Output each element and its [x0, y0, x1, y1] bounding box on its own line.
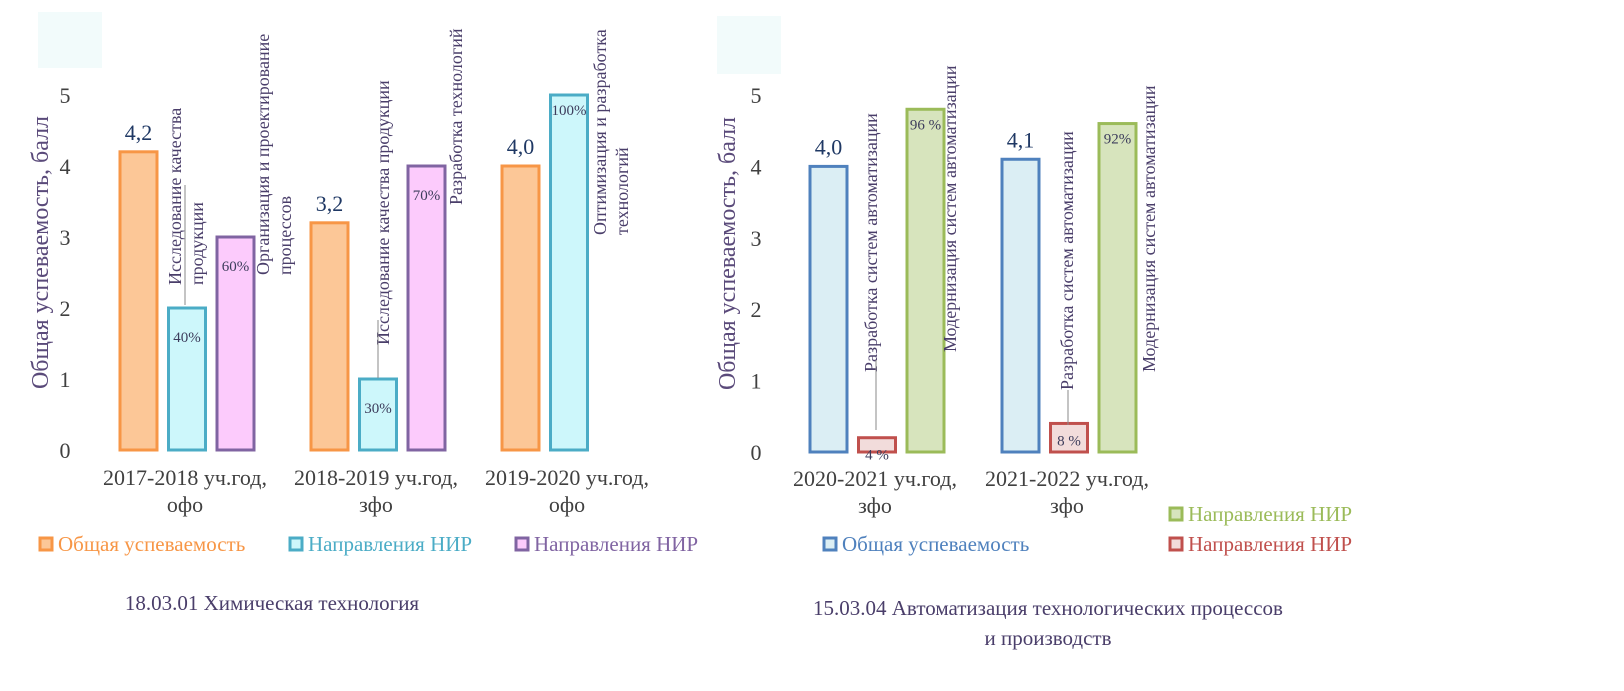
- y-tick-label: 0: [751, 440, 762, 465]
- bar: [857, 436, 897, 454]
- bar-percent-label: 96 %: [910, 117, 941, 133]
- bar-percent-label: 8 %: [1057, 433, 1081, 449]
- bar: [167, 306, 207, 452]
- bar: [358, 377, 398, 452]
- y-tick-label: 5: [60, 83, 71, 108]
- bar-value-label: 4,1: [1007, 127, 1035, 152]
- legend-swatch: [514, 536, 530, 552]
- y-tick-label: 3: [751, 226, 762, 251]
- legend-label: Направления НИР: [308, 532, 472, 556]
- chart-caption: 15.03.04 Автоматизация технологических п…: [813, 596, 1283, 650]
- legend-label: Направления НИР: [534, 532, 698, 556]
- y-tick-label: 4: [60, 154, 71, 179]
- bar-note-label: Разработка систем автоматизации: [861, 113, 881, 372]
- bar: [549, 93, 589, 452]
- bar-percent-label: 30%: [364, 401, 392, 417]
- y-tick-label: 1: [60, 367, 71, 392]
- bar-percent-label: 40%: [173, 330, 201, 346]
- bar-note-label: Исследование качества продукции: [165, 108, 207, 285]
- bar: [808, 164, 849, 454]
- bar-note-label: Организация и проектирование процессов: [253, 34, 295, 275]
- legend-swatch: [1168, 536, 1184, 552]
- bar-note-label: Исследование качества продукции: [373, 80, 393, 345]
- y-tick-label: 3: [60, 225, 71, 250]
- bar: [500, 164, 541, 452]
- bar-percent-label: 60%: [222, 259, 250, 275]
- bar-percent-label: 92%: [1104, 132, 1132, 148]
- y-tick-label: 1: [751, 369, 762, 394]
- legend-label: Направления НИР: [1188, 532, 1352, 556]
- decor-square-left: [38, 12, 102, 68]
- chart-automation: Общая успеваемость, балл 0 1 2 3 4 5 4,0 4 % Разр…: [715, 65, 1352, 650]
- bar-percent-label: 70%: [413, 188, 441, 204]
- legend-label: Общая успеваемость: [58, 532, 245, 556]
- bar-value-label: 4,2: [125, 120, 153, 145]
- bar: [1049, 421, 1089, 454]
- bar: [1097, 122, 1138, 454]
- category-label: 2019-2020 уч.год, офо: [485, 465, 649, 517]
- legend-label: Направления НИР: [1188, 502, 1352, 526]
- bar-note-label: Модернизация систем автоматизации: [940, 65, 960, 352]
- y-tick-label: 4: [751, 154, 762, 179]
- legend-swatch: [288, 536, 304, 552]
- bar-value-label: 4,0: [507, 134, 535, 159]
- legend-label: Общая успеваемость: [842, 532, 1029, 556]
- legend-swatch: [1168, 506, 1184, 522]
- category-label: 2021-2022 уч.год, зфо: [985, 466, 1149, 518]
- bar-note-label: Оптимизация и разработка технологий: [590, 29, 632, 235]
- legend-swatch: [822, 536, 838, 552]
- chart-caption: 18.03.01 Химическая технология: [125, 591, 420, 615]
- bar: [118, 150, 159, 452]
- bar: [1000, 157, 1041, 454]
- bar-percent-label: 4 %: [865, 448, 889, 464]
- category-label: 2017-2018 уч.год, офо: [103, 465, 267, 517]
- y-tick-label: 2: [60, 296, 71, 321]
- decor-square-right: [717, 16, 781, 74]
- bar-note-label: Разработка технологий: [446, 28, 466, 205]
- legend-swatch: [38, 536, 54, 552]
- y-tick-label: 2: [751, 297, 762, 322]
- chart-chemical-technology: Общая успеваемость, балл 0 1 2 3 4 5 4,2 40% Иссл…: [28, 28, 698, 615]
- bar: [406, 164, 447, 452]
- y-axis-label: Общая успеваемость, балл: [28, 116, 54, 389]
- bar-value-label: 3,2: [316, 191, 344, 216]
- bar: [215, 235, 256, 452]
- category-label: 2020-2021 уч.год, зфо: [793, 466, 957, 518]
- y-tick-label: 0: [60, 438, 71, 463]
- bar-note-label: Разработка систем автоматизации: [1057, 131, 1077, 390]
- category-label: 2018-2019 уч.год, зфо: [294, 465, 458, 517]
- bar: [905, 107, 946, 454]
- bar-value-label: 4,0: [815, 134, 843, 159]
- y-axis-label: Общая успеваемость, балл: [715, 117, 741, 390]
- bar-note-label: Модернизация систем автоматизации: [1139, 85, 1159, 372]
- y-tick-label: 5: [751, 83, 762, 108]
- bar: [309, 221, 350, 452]
- bar-percent-label: 100%: [552, 103, 587, 119]
